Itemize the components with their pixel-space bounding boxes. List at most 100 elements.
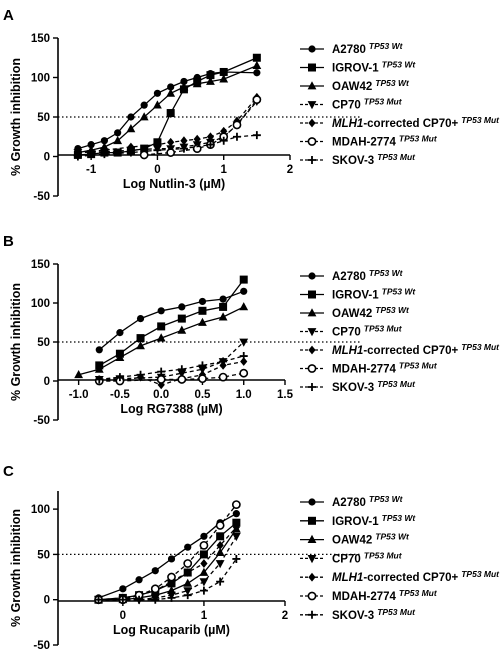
- data-point: [153, 89, 162, 97]
- data-point: [157, 322, 166, 331]
- data-point: [95, 346, 103, 354]
- legend-marker: [308, 572, 316, 582]
- data-point: [151, 567, 159, 575]
- series-1: [95, 275, 248, 370]
- data-point: [239, 275, 248, 284]
- legend-label: OAW42 TP53 Wt: [332, 305, 410, 320]
- data-point: [135, 576, 143, 584]
- legend-item: A2780 TP53 Wt: [300, 41, 404, 56]
- legend-superscript: TP53 Mut: [377, 152, 416, 162]
- legend-superscript: TP53 Mut: [377, 379, 416, 389]
- legend-label: CP70 TP53 Mut: [332, 97, 403, 112]
- data-point: [199, 550, 208, 559]
- data-point: [167, 83, 175, 91]
- data-point: [216, 532, 225, 541]
- x-tick-label: 1.5: [277, 389, 294, 401]
- data-point: [200, 559, 208, 568]
- legend-name-rest: -corrected CP70+: [363, 345, 458, 357]
- data-point: [216, 540, 224, 550]
- data-point: [100, 150, 109, 159]
- legend-item: OAW42 TP53 Wt: [300, 532, 410, 547]
- legend-item: SKOV-3 TP53 Mut: [300, 607, 416, 622]
- data-point: [127, 142, 135, 152]
- data-point: [198, 365, 207, 375]
- legend-name-rest: -corrected CP70+: [363, 572, 458, 584]
- legend-label: SKOV-3 TP53 Mut: [332, 607, 416, 622]
- legend-item: A2780 TP53 Wt: [300, 268, 404, 283]
- data-point: [219, 74, 229, 83]
- data-point: [200, 532, 208, 540]
- legend-marker: [308, 156, 316, 164]
- data-point: [87, 141, 95, 149]
- data-point: [177, 369, 187, 378]
- legend-superscript: TP53 Wt: [382, 513, 417, 523]
- x-axis-label: Log RG7388 (µM): [120, 402, 222, 416]
- legend-superscript: TP53 Mut: [461, 569, 500, 579]
- legend-name: CP70: [332, 100, 361, 112]
- y-tick-label: 0: [44, 376, 50, 388]
- legend-name-rest: -corrected CP70+: [363, 118, 458, 130]
- legend-marker: [308, 383, 316, 391]
- legend-marker: [307, 81, 317, 90]
- legend: A2780 TP53 Wt IGROV-1 TP53 Wt OAW42 TP53 Wt CP…: [300, 268, 500, 394]
- data-point: [139, 150, 149, 160]
- legend-marker: [307, 101, 317, 110]
- data-point: [199, 567, 209, 576]
- legend-label: MLH1-corrected CP70+ TP53 Mut: [332, 115, 500, 130]
- data-point: [119, 585, 127, 593]
- legend-name: MDAH-2774: [332, 364, 397, 376]
- legend-name: OAW42: [332, 81, 372, 93]
- legend-label: OAW42 TP53 Wt: [332, 78, 410, 93]
- data-point: [115, 373, 124, 382]
- data-point: [252, 53, 261, 62]
- x-tick-label: 2: [282, 610, 288, 622]
- data-point: [252, 60, 262, 70]
- chart-panel-c: C -50 0 50 100 0 1 2 Log Rucaparib (µM) % Growth …: [3, 463, 500, 652]
- data-point: [240, 357, 248, 366]
- y-tick-label: 100: [31, 504, 50, 516]
- legend-name: OAW42: [332, 535, 372, 547]
- legend-marker: [308, 290, 316, 299]
- legend-label: MDAH-2774 TP53 Mut: [332, 588, 438, 603]
- panel-label: A: [3, 7, 14, 24]
- y-tick-label: 50: [37, 112, 50, 124]
- legend-superscript: TP53 Wt: [382, 60, 417, 70]
- data-point: [218, 312, 228, 321]
- data-point: [239, 368, 249, 378]
- legend-marker: [307, 137, 317, 146]
- chart-panel-b: B -50 0 50 100 150 -1.0 -0.5 0.0 0.5 1.0 1.5 Log RG7…: [3, 233, 500, 427]
- data-point: [153, 140, 162, 150]
- data-point: [219, 302, 228, 311]
- data-point: [135, 595, 144, 604]
- data-point: [136, 315, 145, 323]
- data-point: [252, 95, 262, 105]
- legend-superscript: TP53 Mut: [461, 115, 500, 125]
- legend-name: MLH1: [332, 118, 363, 130]
- legend-superscript: TP53 Mut: [399, 588, 438, 598]
- data-point: [94, 595, 103, 604]
- data-point: [184, 543, 192, 551]
- legend-label: CP70 TP53 Mut: [332, 324, 403, 339]
- legend-superscript: TP53 Wt: [369, 494, 404, 504]
- legend-item: IGROV-1 TP53 Wt: [300, 60, 416, 75]
- data-point: [113, 135, 123, 145]
- legend-marker: [307, 328, 317, 337]
- y-tick-label: -50: [33, 415, 50, 427]
- legend-item: MLH1-corrected CP70+ TP53 Mut: [300, 569, 500, 584]
- data-point: [116, 329, 124, 337]
- y-tick-label: 100: [31, 73, 50, 85]
- series-6: [95, 352, 248, 384]
- legend-label: IGROV-1 TP53 Wt: [332, 287, 416, 302]
- data-point: [215, 521, 225, 530]
- data-point: [240, 287, 248, 295]
- legend-marker: [307, 555, 317, 564]
- x-tick-label: -1: [86, 164, 97, 176]
- legend-item: MDAH-2774 TP53 Mut: [300, 134, 438, 149]
- data-point: [183, 559, 193, 568]
- data-point: [166, 109, 175, 118]
- data-point: [126, 124, 136, 133]
- legend-label: MDAH-2774 TP53 Mut: [332, 134, 438, 149]
- data-point: [239, 352, 248, 361]
